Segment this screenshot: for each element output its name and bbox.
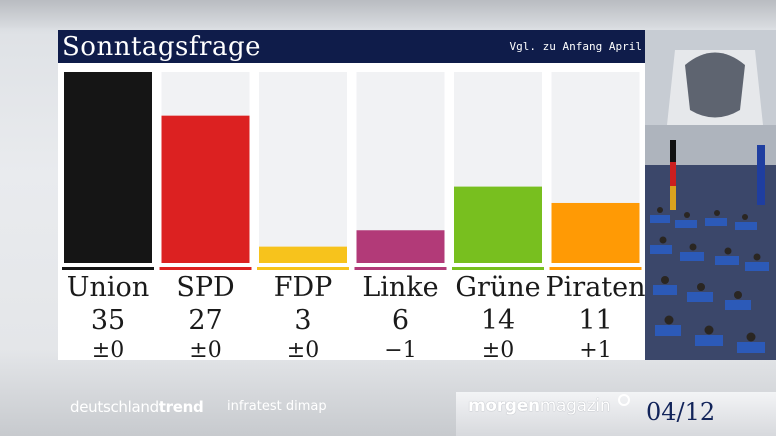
bar-underline: [354, 267, 447, 270]
brand-bold: trend: [158, 398, 204, 416]
show-light: magazin: [539, 396, 611, 416]
category-label: FDP: [274, 272, 333, 303]
title-bar: Sonntagsfrage Vgl. zu Anfang April: [58, 30, 645, 63]
top-band: [0, 0, 776, 28]
bar-underline: [159, 267, 252, 270]
show-bold: morgen: [468, 396, 540, 416]
institute-name: infratest dimap: [227, 399, 327, 414]
chart-title: Sonntagsfrage: [62, 32, 261, 62]
category-label: Piraten: [545, 272, 645, 303]
bar-piraten: [551, 202, 640, 263]
bar-chart: Union35±0SPD27±0FDP3±0Linke6−1Grüne14±0P…: [62, 72, 645, 360]
bar-grüne: [454, 186, 542, 263]
value-label: 14: [481, 305, 515, 336]
bar-fdp: [259, 246, 347, 263]
bar-underline: [62, 267, 154, 270]
value-label: 11: [578, 305, 612, 336]
category-label: SPD: [176, 272, 234, 303]
bar-union: [64, 72, 152, 263]
change-label: ±0: [189, 338, 221, 360]
survey-date: 04/12: [646, 398, 716, 426]
bar-underline: [452, 267, 544, 270]
change-label: ±0: [92, 338, 124, 360]
category-label: Linke: [362, 272, 438, 303]
footer-right: [456, 392, 776, 436]
value-label: 35: [91, 305, 125, 336]
bundestag-photo: [645, 30, 776, 360]
bar-linke: [356, 230, 445, 263]
category-label: Union: [67, 272, 149, 303]
chart-panel: Sonntagsfrage Vgl. zu Anfang April Union…: [58, 30, 645, 360]
ard-one-icon: [618, 394, 630, 406]
morgenmagazin-logo: morgenmagazin: [468, 396, 611, 416]
bar-underline: [549, 267, 642, 270]
value-label: 27: [188, 305, 222, 336]
change-label: +1: [579, 338, 611, 360]
category-label: Grüne: [455, 272, 540, 303]
bar-track: [259, 72, 347, 263]
deutschlandtrend-logo: deutschlandtrend: [70, 398, 204, 416]
value-label: 6: [392, 305, 409, 336]
chart-subtitle: Vgl. zu Anfang April: [509, 40, 642, 53]
change-label: ±0: [287, 338, 319, 360]
change-label: −1: [384, 338, 416, 360]
bar-spd: [161, 115, 250, 264]
bar-underline: [257, 267, 349, 270]
change-label: ±0: [482, 338, 514, 360]
value-label: 3: [294, 305, 311, 336]
bundestag-plenary-icon: [645, 30, 776, 360]
brand-light: deutschland: [70, 398, 159, 416]
